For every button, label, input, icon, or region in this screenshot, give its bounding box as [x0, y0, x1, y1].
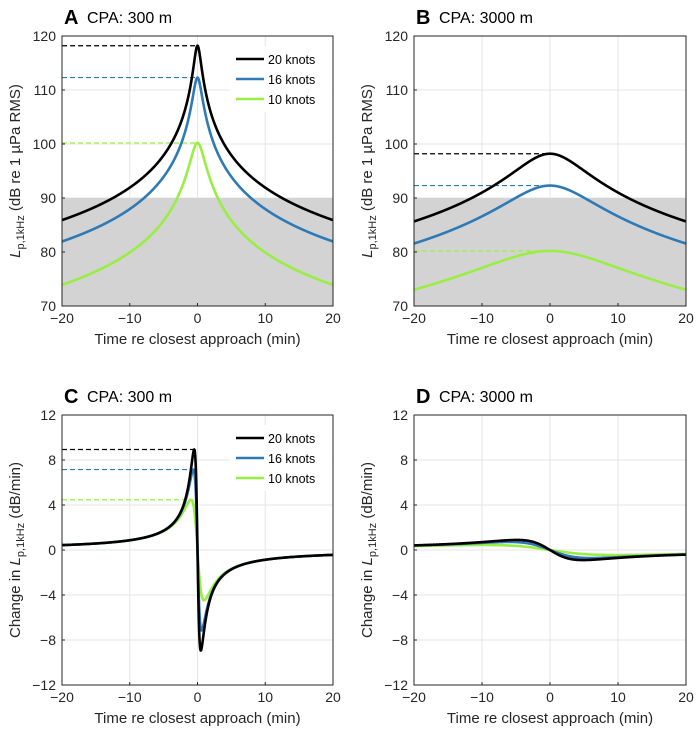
x-tick-label: −20 — [402, 689, 426, 705]
x-tick-label: −20 — [402, 310, 426, 326]
y-tick-label: 70 — [392, 298, 408, 314]
legend-label: 10 knots — [268, 93, 315, 107]
x-axis-label: Time re closest approach (min) — [447, 331, 653, 348]
y-axis-label: Lp,1kHz (dB re 1 µPa RMS) — [359, 84, 379, 258]
panel-d: −20 −10 0 10 20 −12 −8 −4 0 4 8 12 Time re closest a… — [359, 386, 694, 727]
y-tick-label: 110 — [386, 82, 409, 98]
x-tick-label: −10 — [118, 689, 142, 705]
series-line-10-knots — [414, 249, 686, 291]
y-tick-label: 90 — [40, 190, 56, 206]
x-tick-label: 20 — [678, 310, 694, 326]
series-line-16-knots — [414, 184, 686, 245]
x-tick-label: −10 — [118, 310, 142, 326]
y-axis-label: Change in Lp,1kHz (dB/min) — [359, 462, 379, 638]
y-tick-label: 12 — [392, 407, 408, 423]
x-tick-label: −10 — [470, 310, 494, 326]
x-tick-label: 10 — [610, 689, 626, 705]
x-axis-label: Time re closest approach (min) — [94, 710, 300, 727]
y-tick-label: 0 — [48, 542, 56, 558]
y-tick-label: 4 — [400, 497, 408, 513]
panel-title: CPA: 300 m — [87, 10, 172, 27]
y-tick-label: −8 — [40, 632, 56, 648]
y-tick-label: −12 — [32, 677, 56, 693]
panel-letter: C — [64, 386, 78, 408]
x-tick-label: 10 — [610, 310, 626, 326]
x-tick-label: 20 — [325, 310, 341, 326]
x-tick-label: −20 — [50, 689, 74, 705]
x-tick-label: 0 — [194, 689, 202, 705]
y-axis-label: Change in Lp,1kHz (dB/min) — [7, 462, 27, 638]
y-tick-label: −4 — [392, 587, 408, 603]
panel-title: CPA: 3000 m — [439, 10, 533, 27]
shaded-band — [62, 198, 333, 306]
panel-letter: A — [64, 7, 78, 29]
x-tick-label: 20 — [325, 689, 341, 705]
y-tick-label: 90 — [392, 190, 408, 206]
x-tick-label: −10 — [470, 689, 494, 705]
series-line-20-knots — [414, 152, 686, 223]
y-tick-label: 80 — [40, 244, 56, 260]
series-line-20-knots — [414, 538, 686, 562]
y-tick-label: −8 — [392, 632, 408, 648]
legend-label: 20 knots — [268, 53, 315, 67]
y-tick-label: 120 — [33, 28, 57, 44]
panel-letter: B — [416, 7, 430, 29]
legend-label: 16 knots — [268, 452, 315, 466]
y-tick-label: 0 — [400, 542, 408, 558]
panel-title: CPA: 300 m — [87, 389, 172, 406]
x-axis-label: Time re closest approach (min) — [447, 710, 653, 727]
panel-c: −20 −10 0 10 20 −12 −8 −4 0 4 8 12 Time re closest a… — [7, 386, 341, 727]
y-tick-label: 110 — [34, 82, 57, 98]
series-line-16-knots — [62, 76, 333, 243]
x-tick-label: 0 — [194, 310, 202, 326]
y-tick-label: 120 — [385, 28, 409, 44]
panel-letter: D — [416, 386, 430, 408]
y-tick-label: 12 — [40, 407, 56, 423]
series-line-20-knots — [62, 44, 333, 222]
y-tick-label: 8 — [48, 452, 56, 468]
x-axis-label: Time re closest approach (min) — [94, 331, 300, 348]
y-tick-label: 80 — [392, 244, 408, 260]
x-tick-label: 0 — [546, 689, 554, 705]
x-tick-label: 20 — [678, 689, 694, 705]
y-tick-label: 100 — [33, 136, 57, 152]
x-tick-label: 10 — [257, 689, 273, 705]
panel-b: −20 −10 0 10 20 70 80 90 100 110 120 Time re closes… — [359, 7, 694, 348]
y-tick-label: 4 — [48, 497, 56, 513]
series-line-20-knots — [62, 448, 333, 652]
y-tick-label: 100 — [385, 136, 409, 152]
legend-label: 16 knots — [268, 73, 315, 87]
series-line-10-knots — [62, 141, 333, 287]
y-axis-label: Lp,1kHz (dB re 1 µPa RMS) — [7, 84, 27, 258]
y-tick-label: 70 — [40, 298, 56, 314]
panel-a: −20 −10 0 10 20 70 80 90 100 110 120 Time re closes… — [7, 7, 341, 348]
x-tick-label: 10 — [257, 310, 273, 326]
y-tick-label: 8 — [400, 452, 408, 468]
y-tick-label: −12 — [384, 677, 408, 693]
x-tick-label: 0 — [546, 310, 554, 326]
legend-label: 10 knots — [268, 472, 315, 486]
legend-label: 20 knots — [268, 432, 315, 446]
y-tick-label: −4 — [40, 587, 56, 603]
panel-title: CPA: 3000 m — [439, 389, 533, 406]
x-tick-label: −20 — [50, 310, 74, 326]
